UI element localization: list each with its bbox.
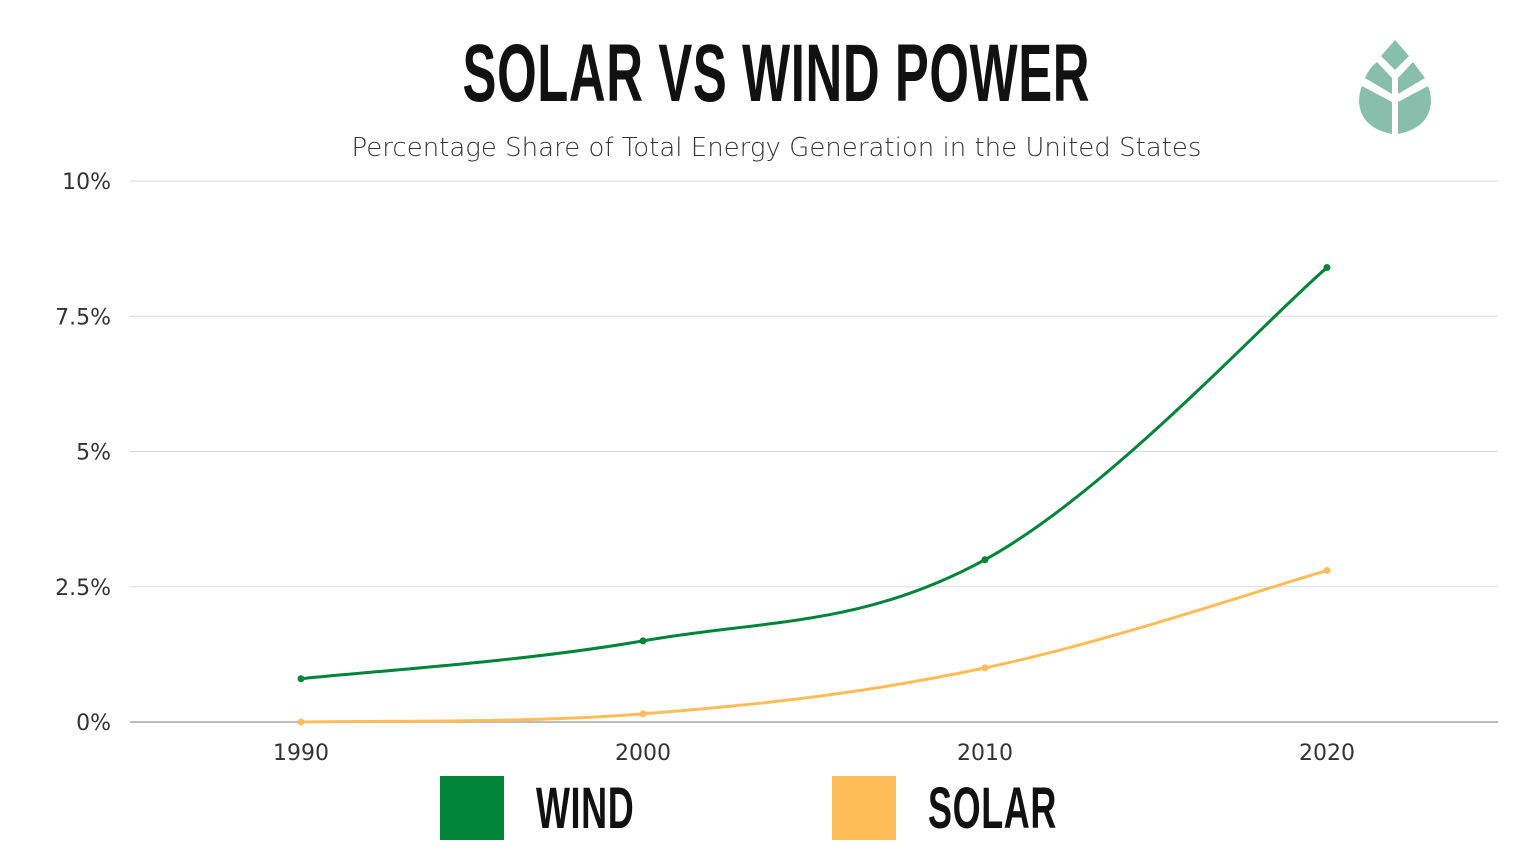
series-line-wind (299, 266, 1329, 681)
data-point-wind (1323, 264, 1331, 272)
grid-lines (130, 180, 1498, 723)
legend-item-solar: SOLAR (832, 775, 1136, 841)
legend-label-wind: WIND (536, 775, 635, 841)
x-axis-ticks: 1990 2000 2010 2020 (273, 741, 1355, 766)
y-tick-label: 2.5% (55, 576, 111, 601)
x-tick-label: 2020 (1299, 741, 1355, 766)
line-chart: 0% 2.5% 5% 7.5% 10% 1990 2000 2010 2020 (55, 170, 1498, 766)
series-lines (299, 266, 1329, 724)
legend-label-solar: SOLAR (928, 775, 1057, 841)
y-tick-label: 7.5% (55, 305, 111, 330)
data-point-solar (1323, 567, 1331, 575)
legend-item-wind: WIND (440, 775, 695, 841)
leaf-icon (1359, 40, 1431, 134)
y-axis-ticks: 0% 2.5% 5% 7.5% 10% (55, 170, 111, 736)
series-line-solar (299, 569, 1329, 724)
x-tick-label: 2000 (615, 741, 671, 766)
data-point-wind (297, 675, 305, 683)
data-point-wind (981, 556, 989, 564)
legend-swatch-solar (832, 776, 896, 840)
chart-title: SOLAR VS WIND POWER (462, 28, 1091, 119)
data-point-solar (297, 718, 305, 726)
data-point-wind (639, 637, 647, 645)
x-tick-label: 2010 (957, 741, 1013, 766)
data-point-solar (981, 664, 989, 672)
chart-subtitle: Percentage Share of Total Energy Generat… (351, 133, 1202, 163)
legend-swatch-wind (440, 776, 504, 840)
y-tick-label: 10% (62, 170, 111, 195)
y-tick-label: 5% (76, 441, 111, 466)
y-tick-label: 0% (76, 711, 111, 736)
x-tick-label: 1990 (273, 741, 329, 766)
data-point-solar (639, 710, 647, 718)
series-points (297, 264, 1331, 726)
